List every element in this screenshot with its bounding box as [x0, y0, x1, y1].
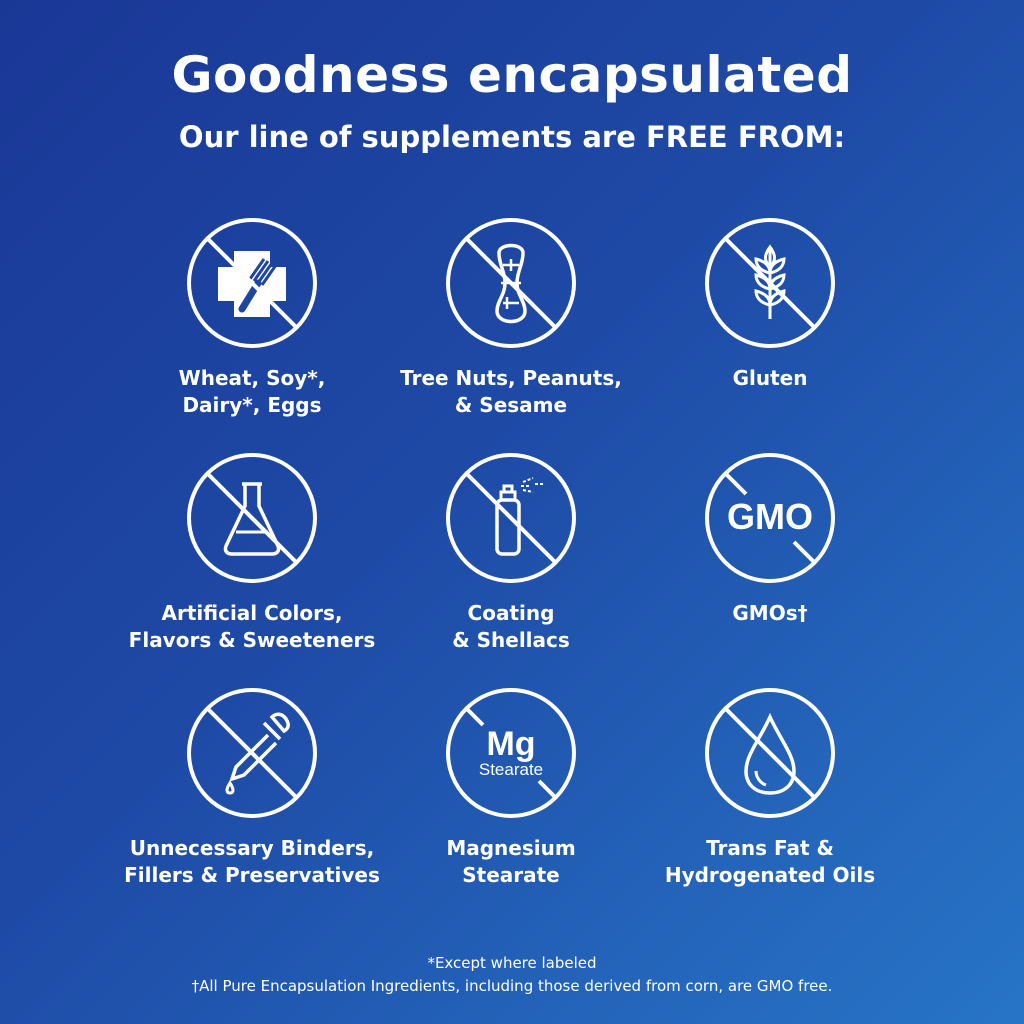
item-label-line2: Fillers & Preservatives	[124, 863, 380, 887]
dropper-icon	[187, 688, 317, 818]
item-label: Coating & Shellacs	[361, 600, 661, 654]
page-subtitle: Our line of supplements are FREE FROM:	[178, 120, 846, 154]
item-label-line1: Wheat, Soy*,	[178, 366, 326, 390]
free-from-item: Gluten	[620, 213, 920, 392]
item-label-line2: & Shellacs	[452, 628, 570, 652]
mg-stearate-icon: Mg Stearate	[446, 688, 576, 818]
item-label-line1: GMOs†	[732, 601, 808, 625]
item-label-line2: Stearate	[462, 863, 560, 887]
icon-text: Mg	[486, 725, 535, 763]
gmo-icon: GMO	[705, 453, 835, 583]
icon-text: Stearate	[479, 760, 543, 779]
free-from-item: Mg Stearate Magnesium Stearate	[361, 683, 661, 889]
item-label-line1: Artificial Colors,	[161, 601, 343, 625]
peanut-icon	[446, 218, 576, 348]
item-label-line1: Coating	[467, 601, 555, 625]
item-label: Gluten	[620, 365, 920, 392]
page-title: Goodness encapsulated	[171, 46, 853, 104]
item-label-line1: Unnecessary Binders,	[129, 836, 375, 860]
item-label-line2: & Sesame	[454, 393, 568, 417]
item-label: Unnecessary Binders, Fillers & Preservat…	[102, 835, 402, 889]
item-label: GMOs†	[620, 600, 920, 627]
icon-text: GMO	[727, 496, 813, 537]
free-from-item: Unnecessary Binders, Fillers & Preservat…	[102, 683, 402, 889]
item-label-line1: Magnesium	[446, 836, 576, 860]
free-from-item: Artificial Colors, Flavors & Sweeteners	[102, 448, 402, 654]
footnote-gmo: †All Pure Encapsulation Ingredients, inc…	[191, 977, 833, 995]
free-from-item: Coating & Shellacs	[361, 448, 661, 654]
item-label: Tree Nuts, Peanuts, & Sesame	[361, 365, 661, 419]
free-from-item: Tree Nuts, Peanuts, & Sesame	[361, 213, 661, 419]
item-label-line2: Hydrogenated Oils	[664, 863, 876, 887]
item-label-line1: Tree Nuts, Peanuts,	[400, 366, 622, 390]
allergen-cross-fork-icon	[187, 218, 317, 348]
item-label: Artificial Colors, Flavors & Sweeteners	[102, 600, 402, 654]
item-label-line2: Dairy*, Eggs	[182, 393, 322, 417]
item-label: Trans Fat & Hydrogenated Oils	[620, 835, 920, 889]
free-from-item: Wheat, Soy*, Dairy*, Eggs	[102, 213, 402, 419]
item-label-line1: Trans Fat &	[706, 836, 834, 860]
item-label-line2: Flavors & Sweeteners	[128, 628, 376, 652]
free-from-item: GMO GMOs†	[620, 448, 920, 627]
free-from-item: Trans Fat & Hydrogenated Oils	[620, 683, 920, 889]
footnote-except: *Except where labeled	[427, 954, 597, 972]
wheat-icon	[705, 218, 835, 348]
item-label: Wheat, Soy*, Dairy*, Eggs	[102, 365, 402, 419]
item-label: Magnesium Stearate	[361, 835, 661, 889]
flask-icon	[187, 453, 317, 583]
oil-drop-icon	[705, 688, 835, 818]
item-label-line1: Gluten	[732, 366, 808, 390]
spray-can-icon	[446, 453, 576, 583]
